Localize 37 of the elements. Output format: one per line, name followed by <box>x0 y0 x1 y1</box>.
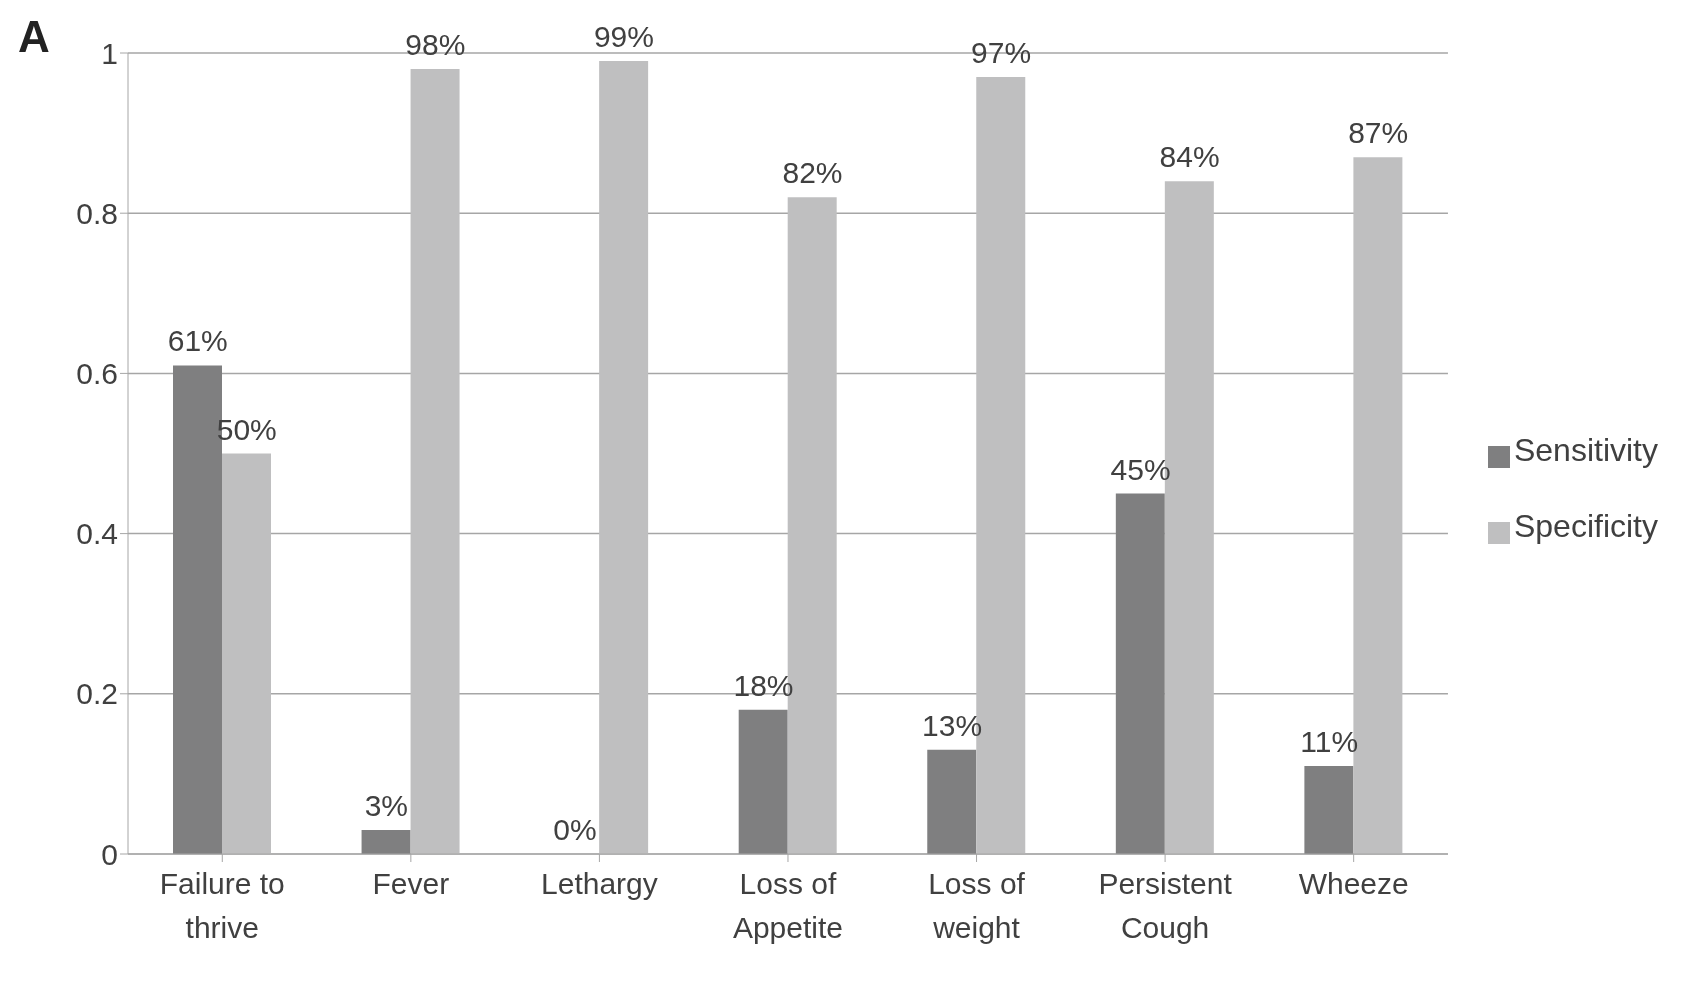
data-label: 98% <box>405 28 466 62</box>
bar <box>410 69 460 854</box>
x-tick-label: Loss of weight <box>928 867 1026 944</box>
data-label: 97% <box>971 36 1032 70</box>
y-tick-label: 0.8 <box>76 196 118 230</box>
data-label: 3% <box>364 788 409 822</box>
data-label: 61% <box>167 324 228 358</box>
y-tick-label: 0 <box>101 837 118 871</box>
x-tick-label: Failure to thrive <box>159 867 285 944</box>
x-tick-label: Loss of Appetite <box>732 867 844 944</box>
bar <box>1304 765 1354 854</box>
x-tick-label: Lethargy <box>541 867 658 900</box>
y-tick-label: 0.6 <box>76 357 118 391</box>
legend-label: Specificity <box>1513 508 1658 544</box>
bar <box>361 829 411 854</box>
bar <box>738 709 788 854</box>
data-label: 0% <box>553 813 597 846</box>
chart-title: A <box>18 12 50 62</box>
bar <box>927 749 977 854</box>
y-tick-label: 0.2 <box>76 677 118 711</box>
data-label: 45% <box>1110 452 1171 486</box>
y-tick-label: 0.4 <box>76 517 118 551</box>
data-label: 11% <box>1300 724 1359 758</box>
data-label: 87% <box>1348 116 1409 150</box>
x-tick-label: Persistent Cough <box>1098 867 1233 944</box>
x-tick-label: Fever <box>372 867 450 900</box>
bar <box>222 453 271 854</box>
x-tick-label: Wheeze <box>1298 867 1409 900</box>
data-label: 82% <box>782 156 843 190</box>
legend-label: Sensitivity <box>1513 432 1658 468</box>
data-label: 99% <box>593 20 654 54</box>
bar <box>599 61 649 854</box>
data-label: 13% <box>922 708 983 742</box>
data-label: 84% <box>1159 140 1220 174</box>
y-tick-label: 1 <box>101 36 118 70</box>
bar <box>1115 493 1165 854</box>
data-label: 18% <box>733 668 794 702</box>
